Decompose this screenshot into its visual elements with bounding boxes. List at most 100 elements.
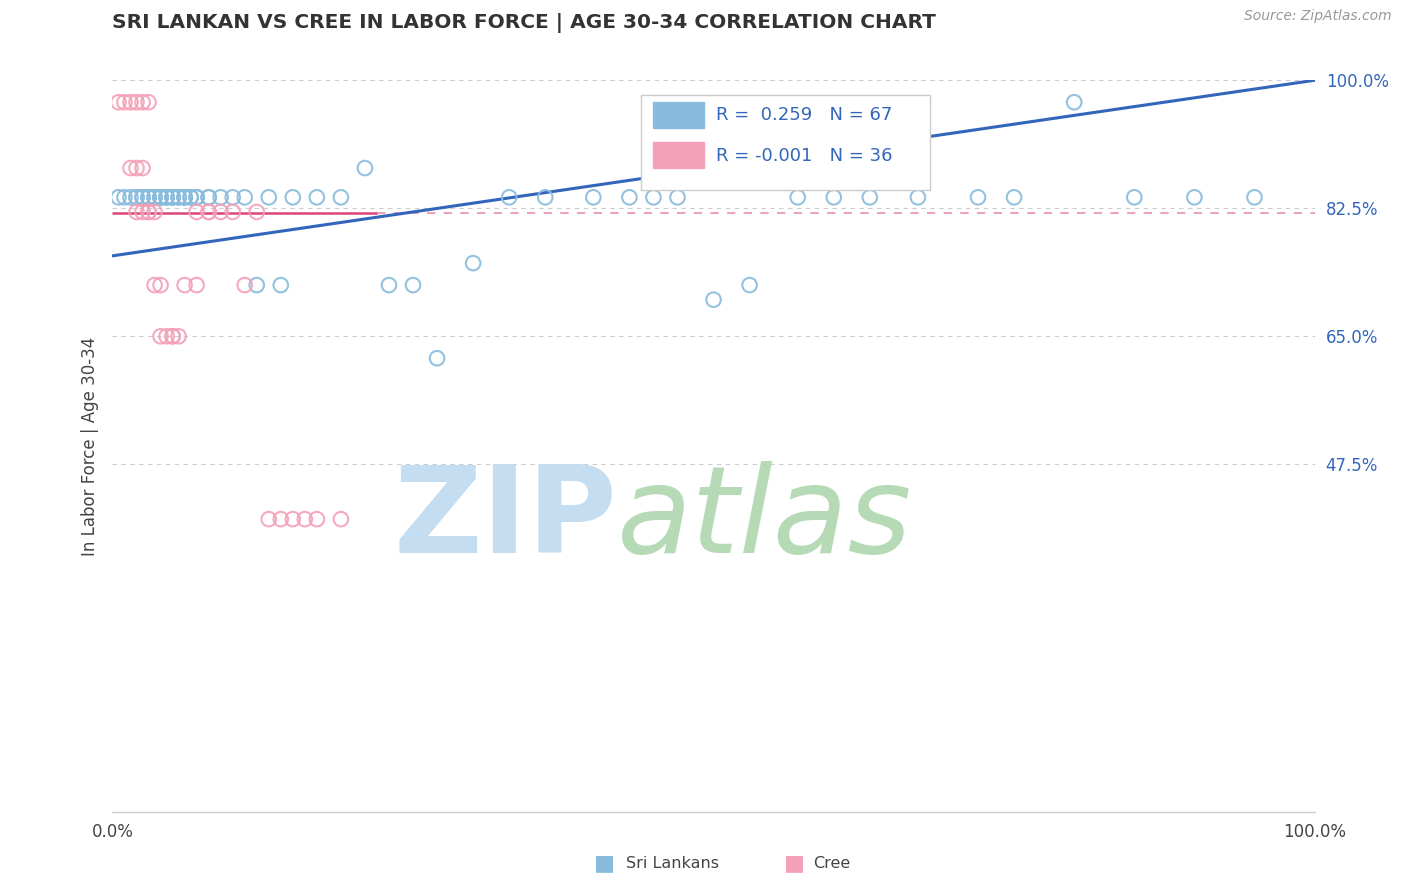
Bar xyxy=(654,143,704,168)
Point xyxy=(173,190,195,204)
Point xyxy=(197,205,219,219)
Text: Source: ZipAtlas.com: Source: ZipAtlas.com xyxy=(1244,9,1392,23)
Point xyxy=(186,278,208,293)
Point xyxy=(859,190,882,204)
Point xyxy=(257,512,280,526)
Point xyxy=(114,95,136,110)
Point xyxy=(1243,190,1265,204)
Point xyxy=(1123,190,1146,204)
Point xyxy=(138,190,160,204)
Point xyxy=(1002,190,1025,204)
Point xyxy=(907,190,929,204)
Point xyxy=(294,512,316,526)
Point xyxy=(149,190,172,204)
Point xyxy=(738,278,761,293)
Point xyxy=(270,512,292,526)
Point xyxy=(281,190,304,204)
Point xyxy=(162,329,184,343)
Point xyxy=(173,190,195,204)
Point xyxy=(162,190,184,204)
Bar xyxy=(641,95,929,190)
Point xyxy=(186,190,208,204)
Point xyxy=(180,190,202,204)
Point xyxy=(643,190,665,204)
Point xyxy=(138,190,160,204)
Point xyxy=(143,190,166,204)
Point xyxy=(1063,95,1085,110)
Point xyxy=(197,190,219,204)
Point xyxy=(329,512,352,526)
Point xyxy=(120,161,142,175)
Text: SRI LANKAN VS CREE IN LABOR FORCE | AGE 30-34 CORRELATION CHART: SRI LANKAN VS CREE IN LABOR FORCE | AGE … xyxy=(112,13,936,33)
Point xyxy=(186,205,208,219)
Point xyxy=(173,190,195,204)
Point xyxy=(426,351,449,366)
Point xyxy=(143,278,166,293)
Point xyxy=(180,190,202,204)
Point xyxy=(107,95,129,110)
Text: Sri Lankans: Sri Lankans xyxy=(626,856,718,871)
Point xyxy=(197,205,219,219)
Point xyxy=(149,190,172,204)
Point xyxy=(125,95,148,110)
Point xyxy=(186,190,208,204)
Point xyxy=(162,190,184,204)
Text: Cree: Cree xyxy=(813,856,849,871)
Point xyxy=(138,190,160,204)
Point xyxy=(138,205,160,219)
Point xyxy=(125,205,148,219)
Point xyxy=(281,512,304,526)
Point xyxy=(125,190,148,204)
Text: R =  0.259   N = 67: R = 0.259 N = 67 xyxy=(716,106,893,124)
Point xyxy=(149,190,172,204)
Y-axis label: In Labor Force | Age 30-34: In Labor Force | Age 30-34 xyxy=(80,336,98,556)
Point xyxy=(222,205,245,219)
Point xyxy=(125,161,148,175)
Point xyxy=(329,190,352,204)
Point xyxy=(162,190,184,204)
Point xyxy=(582,190,605,204)
Point xyxy=(120,190,142,204)
Point xyxy=(534,190,557,204)
Text: atlas: atlas xyxy=(617,460,912,578)
Point xyxy=(155,190,177,204)
Point xyxy=(402,278,425,293)
Point xyxy=(167,329,190,343)
Point xyxy=(167,190,190,204)
Point xyxy=(114,190,136,204)
Point xyxy=(1184,190,1206,204)
Point xyxy=(197,190,219,204)
Point xyxy=(162,329,184,343)
Point xyxy=(149,329,172,343)
Point xyxy=(107,190,129,204)
Point xyxy=(702,293,725,307)
Point xyxy=(131,205,153,219)
Point xyxy=(131,190,153,204)
Point xyxy=(155,190,177,204)
Point xyxy=(209,205,232,219)
Point xyxy=(131,95,153,110)
Point xyxy=(143,205,166,219)
Point xyxy=(823,190,845,204)
Point xyxy=(149,278,172,293)
Point xyxy=(155,190,177,204)
Point xyxy=(186,190,208,204)
Point xyxy=(149,190,172,204)
Point xyxy=(270,278,292,293)
Point xyxy=(246,205,269,219)
Point xyxy=(246,278,269,293)
Point xyxy=(149,190,172,204)
Point xyxy=(138,95,160,110)
Point xyxy=(155,329,177,343)
Point xyxy=(125,190,148,204)
Point xyxy=(173,278,195,293)
Point xyxy=(143,190,166,204)
Point xyxy=(131,161,153,175)
Point xyxy=(222,190,245,204)
Point xyxy=(167,190,190,204)
Point xyxy=(209,190,232,204)
Bar xyxy=(654,103,704,128)
Point xyxy=(786,190,808,204)
Point xyxy=(257,190,280,204)
Point xyxy=(131,190,153,204)
